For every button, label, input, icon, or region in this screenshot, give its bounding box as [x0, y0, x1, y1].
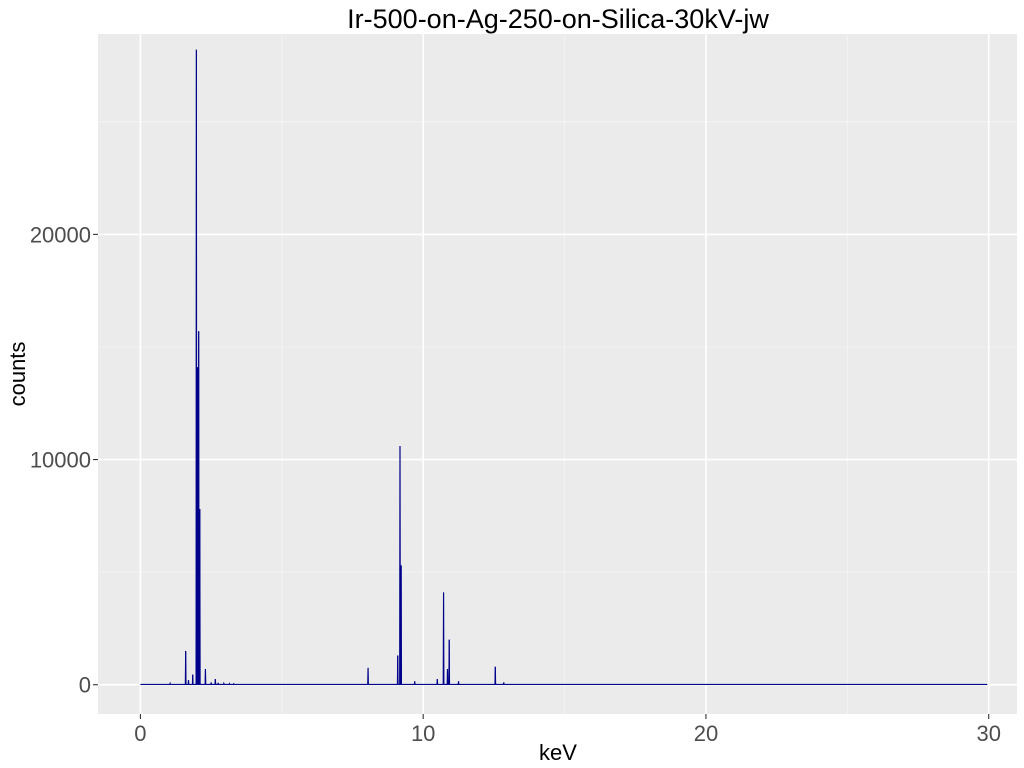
grid-minor-lines	[98, 34, 1017, 714]
y-axis: 0 10000 20000	[30, 222, 98, 698]
y-axis-label: counts	[5, 342, 30, 407]
y-tick-label: 0	[79, 673, 91, 698]
chart-title: Ir-500-on-Ag-250-on-Silica-30kV-jw	[347, 4, 769, 34]
x-tick-label: 0	[134, 721, 146, 746]
y-tick-label: 20000	[30, 222, 91, 247]
x-axis: 0 10 20 30	[134, 714, 1001, 746]
x-tick-label: 20	[694, 721, 718, 746]
x-tick-label: 30	[976, 721, 1000, 746]
data-series	[140, 49, 988, 685]
x-axis-label: keV	[539, 740, 577, 765]
y-tick-label: 10000	[30, 448, 91, 473]
plot-panel	[98, 34, 1017, 714]
x-tick-label: 10	[411, 721, 435, 746]
